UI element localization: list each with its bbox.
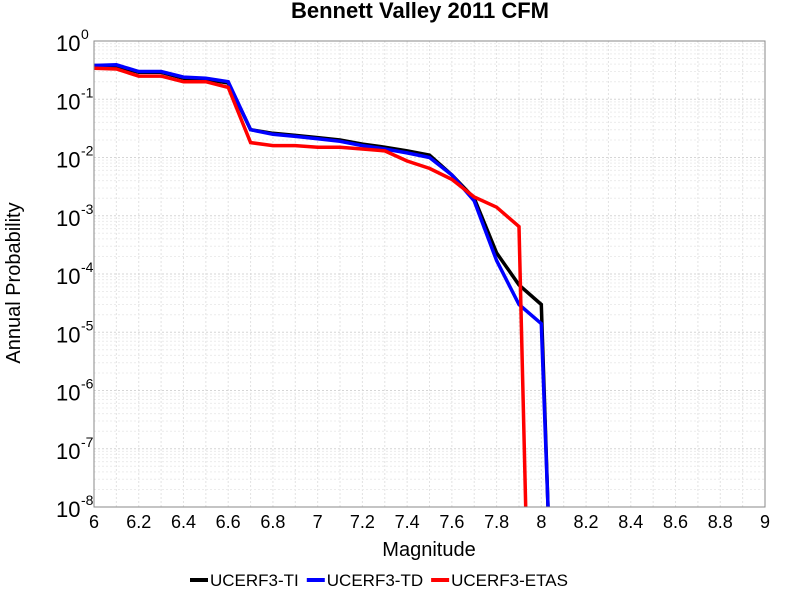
y-tick-exponent: -7 bbox=[81, 434, 94, 450]
y-tick-label: 10 -6 bbox=[56, 376, 94, 406]
x-tick-label: 7.8 bbox=[484, 512, 509, 532]
y-tick-label: 10 -5 bbox=[56, 317, 94, 347]
y-tick-exponent: -3 bbox=[81, 201, 94, 217]
y-tick-exponent: -4 bbox=[81, 259, 94, 275]
y-tick-base: 10 bbox=[56, 439, 80, 464]
x-tick-label: 8 bbox=[536, 512, 546, 532]
series-layer bbox=[93, 63, 550, 508]
x-tick-label: 6 bbox=[89, 512, 99, 532]
y-tick-exponent: -2 bbox=[81, 143, 94, 159]
plot-border bbox=[93, 40, 766, 508]
y-tick-exponent: -1 bbox=[81, 84, 94, 100]
x-tick-label: 7 bbox=[313, 512, 323, 532]
y-tick-exponent: -5 bbox=[81, 317, 94, 333]
y-tick-base: 10 bbox=[56, 206, 80, 231]
y-tick-label: 10 -7 bbox=[56, 434, 94, 464]
x-tick-label: 6.4 bbox=[171, 512, 196, 532]
x-tick-label: 6.6 bbox=[216, 512, 241, 532]
y-tick-label: 10 -4 bbox=[56, 259, 94, 289]
x-tick-label: 8.6 bbox=[663, 512, 688, 532]
x-tick-labels: 6 6.2 6.4 6.6 6.8 7 7.2 7.4 7.6 7.8 8 8.2 8.4 8.6 8.8 9 bbox=[89, 512, 770, 532]
y-tick-base: 10 bbox=[56, 89, 80, 114]
y-tick-base: 10 bbox=[56, 322, 80, 347]
y-axis-label: Annual Probability bbox=[3, 202, 25, 363]
legend-label: UCERF3-TI bbox=[210, 571, 299, 590]
legend-item: UCERF3-TI bbox=[190, 571, 299, 590]
x-tick-label: 7.4 bbox=[395, 512, 420, 532]
legend-label: UCERF3-TD bbox=[327, 571, 423, 590]
y-tick-exponent: -8 bbox=[81, 492, 94, 508]
chart-title: Bennett Valley 2011 CFM bbox=[291, 0, 549, 23]
grid bbox=[93, 41, 766, 508]
x-tick-label: 8.2 bbox=[574, 512, 599, 532]
x-tick-label: 7.2 bbox=[350, 512, 375, 532]
legend-label: UCERF3-ETAS bbox=[451, 571, 568, 590]
y-tick-base: 10 bbox=[56, 31, 80, 56]
y-tick-base: 10 bbox=[56, 497, 80, 522]
x-tick-label: 8.4 bbox=[618, 512, 643, 532]
x-tick-label: 6.2 bbox=[126, 512, 151, 532]
legend-item: UCERF3-ETAS bbox=[431, 571, 568, 590]
y-tick-base: 10 bbox=[56, 148, 80, 173]
y-tick-exponent: 0 bbox=[81, 26, 89, 42]
x-tick-label: 9 bbox=[760, 512, 770, 532]
x-tick-label: 8.8 bbox=[708, 512, 733, 532]
y-tick-label: 10 -8 bbox=[56, 492, 94, 522]
y-tick-label: 10 0 bbox=[56, 26, 89, 56]
y-tick-base: 10 bbox=[56, 381, 80, 406]
y-tick-label: 10 -2 bbox=[56, 143, 94, 173]
legend: UCERF3-TI UCERF3-TD UCERF3-ETAS bbox=[190, 571, 568, 590]
y-tick-exponent: -6 bbox=[81, 376, 94, 392]
x-tick-label: 6.8 bbox=[260, 512, 285, 532]
y-tick-label: 10 -3 bbox=[56, 201, 94, 231]
y-tick-label: 10 -1 bbox=[56, 84, 94, 114]
x-tick-label: 7.6 bbox=[439, 512, 464, 532]
x-axis-label: Magnitude bbox=[382, 539, 475, 561]
series-line-ucerf3-etas bbox=[93, 66, 528, 508]
legend-item: UCERF3-TD bbox=[306, 571, 423, 590]
y-tick-base: 10 bbox=[56, 264, 80, 289]
series-line-ucerf3-td bbox=[93, 63, 550, 508]
